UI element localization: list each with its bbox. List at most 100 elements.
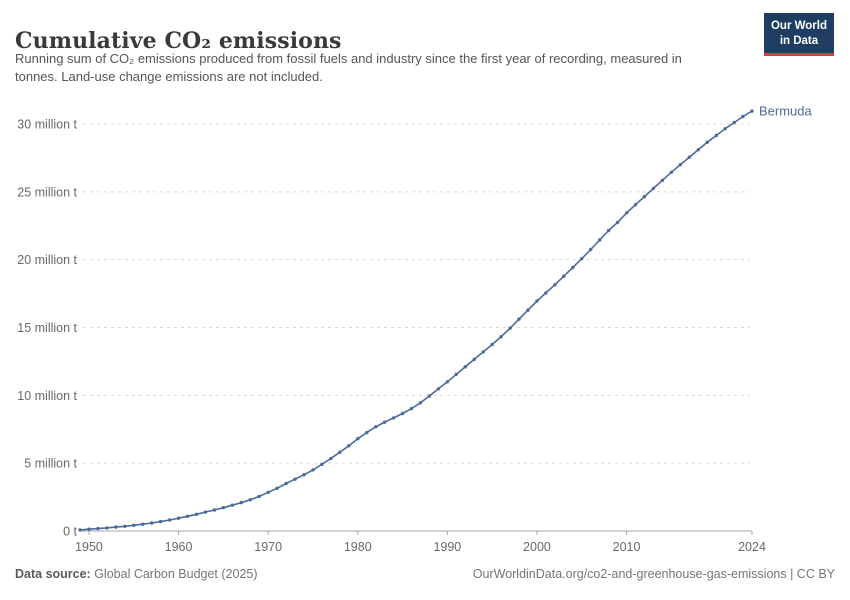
y-axis-label: 5 million t [24, 457, 77, 471]
data-point[interactable] [230, 503, 234, 507]
x-axis-label: 2000 [523, 540, 551, 554]
chart-subtitle: Running sum of CO₂ emissions produced fr… [15, 51, 682, 85]
x-axis-label: 2010 [613, 540, 641, 554]
data-point[interactable] [284, 481, 288, 486]
data-point[interactable] [400, 411, 405, 416]
data-point[interactable] [87, 527, 91, 531]
data-point[interactable] [705, 140, 709, 144]
data-point[interactable] [418, 401, 423, 405]
data-point[interactable] [248, 498, 252, 502]
x-axis-label: 1950 [75, 540, 103, 554]
data-point[interactable] [642, 194, 647, 199]
data-point[interactable] [427, 394, 432, 398]
data-point[interactable] [687, 155, 691, 159]
data-point[interactable] [221, 506, 226, 510]
data-point[interactable] [553, 283, 557, 287]
footer-data-source[interactable]: Data source: Global Carbon Budget (2025) [15, 567, 258, 581]
data-point[interactable] [194, 512, 199, 516]
data-point[interactable] [78, 528, 82, 532]
data-point[interactable] [472, 357, 476, 362]
data-source-text: Global Carbon Budget (2025) [90, 567, 258, 581]
data-point[interactable] [732, 120, 736, 125]
owid-logo-line2: in Data [779, 34, 819, 47]
data-point[interactable] [723, 127, 727, 131]
data-point[interactable] [481, 350, 485, 354]
data-point[interactable] [589, 247, 593, 252]
data-point[interactable] [750, 109, 754, 113]
data-point[interactable] [329, 456, 333, 461]
data-point[interactable] [141, 522, 145, 526]
data-point[interactable] [606, 228, 611, 233]
data-point[interactable] [562, 274, 566, 278]
data-point[interactable] [580, 256, 584, 261]
data-point[interactable] [275, 486, 279, 490]
data-point[interactable] [257, 494, 261, 499]
data-point[interactable] [696, 148, 700, 152]
data-point[interactable] [391, 416, 396, 420]
data-point[interactable] [293, 477, 297, 481]
data-point[interactable] [114, 525, 118, 529]
y-axis-label: 15 million t [17, 321, 77, 335]
data-point[interactable] [463, 365, 467, 369]
data-point[interactable] [338, 450, 342, 454]
data-point[interactable] [167, 518, 172, 522]
data-point[interactable] [615, 220, 620, 225]
data-point[interactable] [526, 308, 530, 312]
data-point[interactable] [132, 523, 136, 527]
data-point[interactable] [382, 420, 387, 424]
line-chart[interactable]: 0 t 5 million t 10 million t 15 million t 20… [0, 95, 850, 575]
data-point[interactable] [176, 516, 181, 520]
y-axis-label: 10 million t [17, 389, 77, 403]
y-axis-label: 20 million t [17, 253, 77, 267]
y-axis-label: 0 t [63, 525, 77, 539]
data-point[interactable] [409, 406, 414, 411]
emissions-line[interactable] [79, 110, 753, 531]
data-point[interactable] [624, 211, 629, 215]
x-axis-label: 1960 [165, 540, 193, 554]
data-point[interactable] [311, 468, 315, 472]
data-point[interactable] [454, 372, 458, 376]
data-point[interactable] [633, 203, 638, 207]
data-point[interactable] [571, 265, 575, 270]
owid-logo[interactable]: Our World in Data [763, 13, 834, 56]
data-point[interactable] [347, 444, 351, 448]
data-point[interactable] [150, 521, 154, 525]
data-point[interactable] [741, 114, 745, 119]
data-point[interactable] [598, 238, 602, 242]
footer-link[interactable]: OurWorldinData.org/co2-and-greenhouse-ga… [472, 567, 835, 581]
data-source-label: Data source: [15, 567, 91, 581]
data-point[interactable] [239, 500, 243, 505]
data-point[interactable] [714, 133, 718, 138]
data-point[interactable] [356, 437, 360, 441]
data-point[interactable] [499, 335, 503, 339]
data-point[interactable] [436, 387, 441, 391]
data-point[interactable] [105, 526, 109, 530]
data-point[interactable] [508, 326, 512, 330]
y-axis-label: 30 million t [17, 118, 77, 132]
data-point[interactable] [678, 163, 682, 167]
data-point[interactable] [212, 508, 217, 512]
data-point[interactable] [669, 170, 674, 174]
data-point[interactable] [517, 317, 521, 321]
x-axis-label: 1990 [433, 540, 461, 554]
data-point[interactable] [302, 473, 306, 477]
data-point[interactable] [320, 462, 324, 466]
data-point[interactable] [535, 299, 539, 303]
data-point[interactable] [445, 380, 450, 384]
data-point[interactable] [374, 425, 378, 429]
data-point[interactable] [96, 526, 100, 531]
data-point[interactable] [544, 291, 548, 295]
data-point[interactable] [123, 524, 127, 528]
data-point[interactable] [158, 519, 163, 524]
data-point[interactable] [660, 178, 665, 182]
x-axis-label: 2024 [738, 540, 766, 554]
series-label-bermuda[interactable]: Bermuda [759, 104, 813, 119]
data-point[interactable] [651, 186, 656, 191]
data-point[interactable] [490, 342, 494, 347]
data-point[interactable] [203, 510, 208, 514]
data-point[interactable] [266, 490, 270, 494]
data-point[interactable] [365, 430, 369, 435]
page-title: Cumulative CO₂ emissions [15, 27, 342, 54]
data-point[interactable] [185, 514, 190, 518]
y-axis-label: 25 million t [17, 185, 77, 199]
